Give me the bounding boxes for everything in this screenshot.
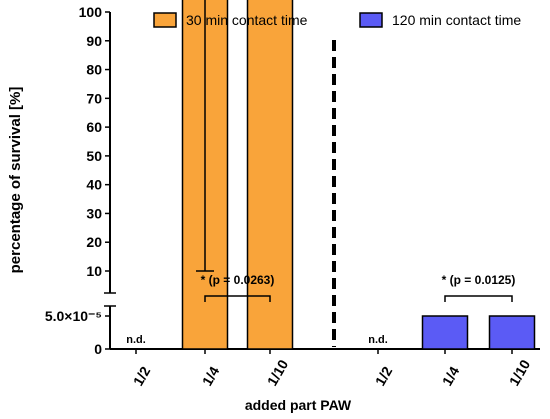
bar (488, 315, 536, 350)
y-tick-label: 20 (86, 234, 102, 250)
legend-label: 30 min contact time (186, 12, 308, 28)
y-tick-label: 90 (86, 33, 102, 49)
y-axis-title: percentage of survival [%] (7, 87, 24, 274)
y-tick-label: 5.0×10⁻⁵ (45, 308, 102, 324)
x-tick-label: 1/2 (372, 363, 396, 388)
significance-label: * (p = 0.0263) (201, 273, 275, 287)
y-tick-label: 10 (86, 263, 102, 279)
y-tick-label: 30 (86, 205, 102, 221)
not-detected-label: n.d. (126, 334, 146, 346)
y-tick-label: 0 (94, 341, 102, 357)
legend-label: 120 min contact time (392, 12, 521, 28)
not-detected-label: n.d. (368, 334, 388, 346)
bars-group: n.d. n.d. (126, 0, 536, 350)
legend-swatch (359, 12, 383, 28)
x-tick-label: 1/2 (130, 363, 154, 388)
bar (421, 315, 469, 350)
x-tick-label: 1/4 (439, 363, 463, 388)
y-tick-label: 40 (86, 177, 102, 193)
x-axis-title: added part PAW (245, 397, 352, 413)
significance-bracket (444, 295, 513, 302)
significance-label: * (p = 0.0125) (442, 273, 516, 287)
y-tick-label: 100 (79, 4, 103, 20)
legend: 30 min contact time 120 min contact time (153, 12, 521, 28)
bar (246, 0, 294, 350)
x-tick-label: 1/10 (506, 357, 534, 389)
annotations-group: * (p = 0.0263) * (p = 0.0125) (201, 40, 516, 347)
y-tick-label: 80 (86, 62, 102, 78)
significance-bracket (204, 295, 271, 302)
x-tick-label: 1/10 (264, 357, 292, 389)
y-tick-label: 50 (86, 148, 102, 164)
y-tick-label: 60 (86, 119, 102, 135)
x-tick-label: 1/4 (199, 363, 223, 388)
y-tick-label: 70 (86, 90, 102, 106)
legend-swatch (153, 12, 177, 28)
